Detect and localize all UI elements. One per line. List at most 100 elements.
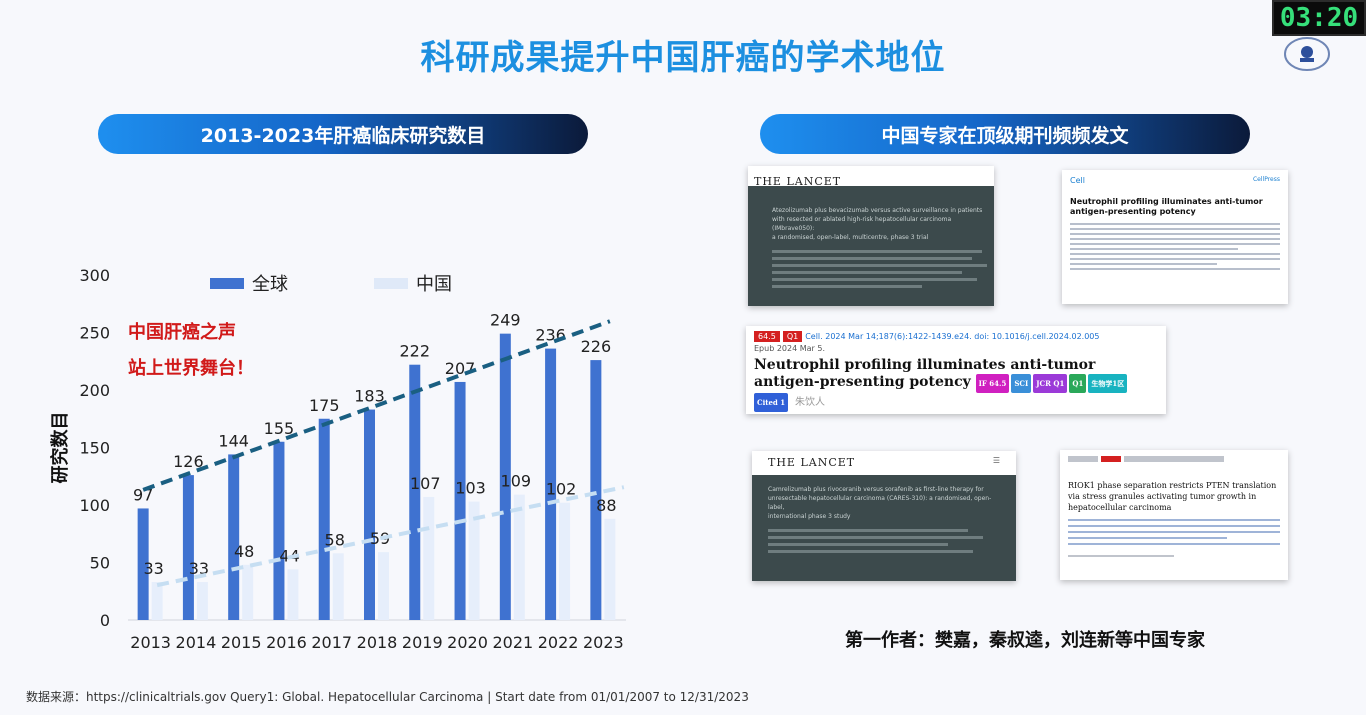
menu-icon[interactable]: ☰	[992, 456, 1000, 465]
paper-title-line: with resected or ablated high-risk hepat…	[772, 216, 952, 232]
bar-china	[423, 496, 435, 620]
epub-date: Epub 2024 Mar 5.	[754, 344, 825, 353]
x-tick-label: 2021	[492, 633, 533, 652]
bar-global	[590, 360, 602, 620]
paper-title-line: Atezolizumab plus bevacizumab versus act…	[772, 207, 983, 214]
legend-swatch-china	[374, 278, 408, 289]
bar-china	[196, 582, 208, 620]
quartile-badge: Q1	[782, 331, 803, 342]
publisher-name: CellPress	[1252, 176, 1280, 183]
paper-title: Neutrophil profiling illuminates anti-tu…	[754, 357, 1164, 412]
x-tick-label: 2019	[402, 633, 443, 652]
x-tick-label: 2015	[221, 633, 262, 652]
data-label-global: 126	[173, 452, 204, 471]
lancet-paper-2: THE LANCET ☰ Camrelizumab plus rivoceran…	[752, 451, 1016, 581]
bar-china	[151, 582, 163, 620]
paper-title-line: international phase 3 study	[768, 513, 851, 520]
trendline-china	[156, 485, 625, 588]
bar-global	[273, 441, 285, 620]
y-tick-label: 200	[79, 381, 110, 400]
bar-global	[454, 381, 466, 620]
data-label-global: 183	[354, 387, 385, 406]
data-label-global: 236	[535, 326, 566, 345]
data-label-china: 33	[143, 559, 163, 578]
bar-china	[559, 502, 571, 620]
data-label-global: 155	[264, 419, 295, 438]
x-tick-label: 2022	[538, 633, 579, 652]
y-tick-label: 100	[79, 496, 110, 515]
paper-title: RIOK1 phase separation restricts PTEN tr…	[1068, 481, 1277, 512]
legend-label-china: 中国	[416, 274, 452, 295]
data-label-global: 249	[490, 311, 521, 330]
watermark: 朱饮人	[795, 397, 825, 408]
riok1-paper: RIOK1 phase separation restricts PTEN tr…	[1060, 450, 1288, 580]
data-label-china: 59	[370, 529, 390, 548]
x-tick-label: 2023	[583, 633, 624, 652]
y-axis-label: 研究数目	[49, 412, 71, 484]
metric-badge: IF 64.5	[975, 374, 1010, 393]
chart-section-header: 2013-2023年肝癌临床研究数目	[98, 114, 588, 154]
countdown-timer: 03:20	[1272, 0, 1366, 36]
x-tick-label: 2018	[357, 633, 398, 652]
data-label-global: 226	[581, 337, 612, 356]
data-label-china: 103	[455, 479, 486, 498]
data-label-china: 88	[596, 496, 616, 515]
bar-china	[378, 552, 389, 620]
impact-factor-badge: 64.5	[754, 331, 780, 342]
bar-china	[513, 494, 525, 620]
data-source: 数据来源：https://clinicaltrials.gov Query1: …	[26, 690, 749, 704]
data-label-china: 109	[501, 472, 532, 491]
metric-badge: Q1	[1069, 374, 1087, 393]
x-tick-label: 2013	[130, 633, 171, 652]
lancet-paper-1: THE LANCET Atezolizumab plus bevacizumab…	[748, 166, 994, 306]
data-label-global: 175	[309, 396, 340, 415]
y-tick-label: 150	[79, 439, 110, 458]
bar-global	[318, 418, 330, 620]
bar-china	[242, 564, 254, 620]
x-tick-label: 2020	[447, 633, 488, 652]
bar-global	[137, 508, 149, 620]
metric-badge: Cited 1	[754, 393, 789, 412]
journal-name: THE LANCET	[754, 175, 842, 188]
papers-section-header: 中国专家在顶级期刊频频发文	[760, 114, 1250, 154]
metric-badge: 生物学1区	[1088, 374, 1128, 393]
page-title: 科研成果提升中国肝癌的学术地位	[420, 38, 946, 78]
cell-paper-1: Cell CellPress Neutrophil profiling illu…	[1062, 170, 1288, 304]
data-label-global: 144	[218, 431, 249, 450]
legend-label-global: 全球	[252, 274, 288, 295]
data-label-china: 102	[546, 480, 577, 499]
paper-title-line: a randomised, open-label, multicentre, p…	[772, 234, 929, 241]
bar-china	[468, 501, 480, 620]
data-label-global: 97	[133, 485, 153, 504]
data-label-china: 58	[325, 530, 345, 549]
paper-title-line: Camrelizumab plus rivoceranib versus sor…	[768, 486, 984, 493]
bar-china	[332, 553, 344, 620]
annotation-line-2: 站上世界舞台！	[128, 357, 254, 379]
annotation-line-1: 中国肝癌之声	[128, 321, 236, 343]
x-tick-label: 2016	[266, 633, 307, 652]
x-tick-label: 2017	[311, 633, 352, 652]
cell-paper-2: 64.5 Q1 Cell. 2024 Mar 14;187(6):1422-14…	[746, 326, 1166, 414]
university-logo	[1284, 37, 1330, 71]
bar-chart: 研究数目050100150200250300973320131263320141…	[49, 266, 626, 652]
bar-global	[409, 364, 421, 620]
citation-link[interactable]: Cell. 2024 Mar 14;187(6):1422-1439.e24. …	[805, 332, 1100, 341]
data-label-china: 107	[410, 474, 441, 493]
bar-global	[545, 348, 557, 620]
trendline-global	[142, 319, 611, 492]
metric-badge: JCR Q1	[1033, 374, 1068, 393]
paper-title: Neutrophil profiling illuminates anti-tu…	[1070, 197, 1263, 216]
bar-china	[604, 518, 616, 620]
bar-global	[499, 333, 511, 620]
data-label-china: 48	[234, 542, 254, 561]
bar-global	[228, 454, 240, 620]
paper-title-line: unresectable hepatocellular carcinoma (C…	[768, 495, 992, 511]
bar-global	[182, 475, 194, 620]
y-tick-label: 0	[100, 611, 110, 630]
journal-name: Cell	[1070, 176, 1085, 185]
data-label-global: 207	[445, 359, 476, 378]
journal-name: THE LANCET	[768, 456, 856, 469]
y-tick-label: 250	[79, 324, 110, 343]
first-author-caption: 第一作者：樊嘉，秦叔逵，刘连新等中国专家	[845, 630, 1205, 651]
data-label-global: 222	[399, 342, 430, 361]
